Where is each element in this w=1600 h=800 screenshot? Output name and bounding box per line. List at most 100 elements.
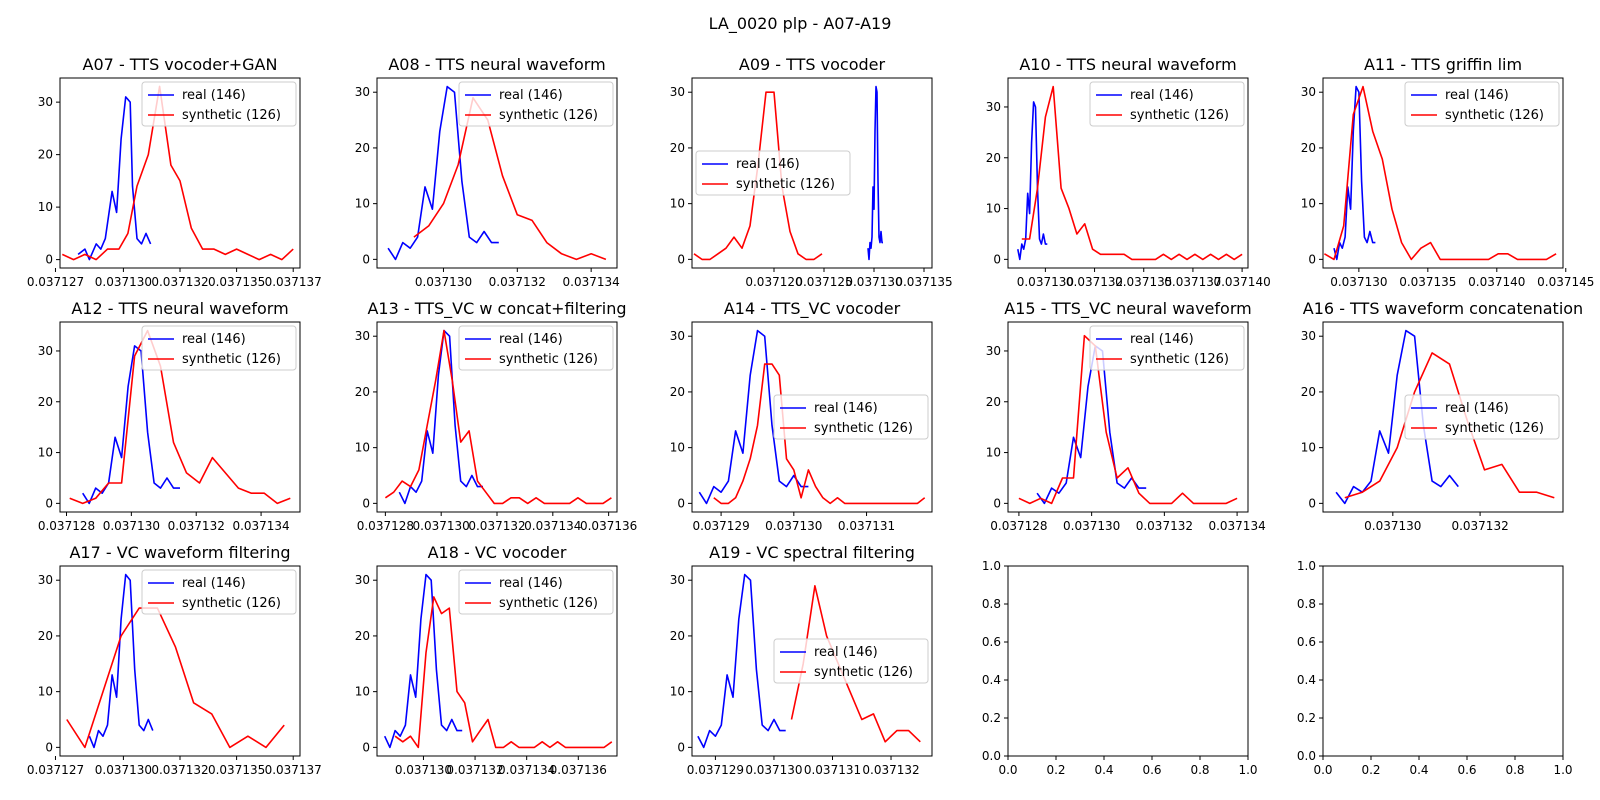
y-tick-label: 0.0 xyxy=(1297,749,1316,763)
y-tick-label: 20 xyxy=(355,385,370,399)
y-tick-label: 0.8 xyxy=(982,597,1001,611)
y-tick-label: 20 xyxy=(355,141,370,155)
x-tick-label: 0.037134 xyxy=(1208,519,1265,533)
y-tick-label: 0.2 xyxy=(982,711,1001,725)
series-line-real xyxy=(698,329,809,505)
x-tick-label: 0.037130 xyxy=(765,519,822,533)
axes-frame xyxy=(1007,77,1249,269)
subplot-12: A18 - VC vocoder 0.0371300.0371320.037134… xyxy=(355,543,618,777)
y-tick-label: 0 xyxy=(362,252,370,266)
x-tick-label: 0.037130 xyxy=(1017,275,1074,289)
legend-label: synthetic (126) xyxy=(1445,421,1544,436)
plot-area xyxy=(61,85,294,261)
legend-label: real (146) xyxy=(499,332,563,347)
legend-label: real (146) xyxy=(814,401,878,416)
legend-label: real (146) xyxy=(1130,88,1194,103)
x-tick-label: 0.0 xyxy=(1313,763,1332,777)
x-tick-label: 0.037128 xyxy=(38,519,95,533)
legend-label: real (146) xyxy=(736,157,800,172)
y-tick-label: 0.4 xyxy=(1297,673,1316,687)
legend-box xyxy=(1089,325,1245,371)
legend: real (146) synthetic (126) xyxy=(141,81,297,127)
legend-box xyxy=(458,81,614,127)
x-tick-label: 0.037128 xyxy=(990,519,1047,533)
legend-label: real (146) xyxy=(499,576,563,591)
x-tick-label: 0.037137 xyxy=(1164,275,1221,289)
y-tick-label: 0.0 xyxy=(982,749,1001,763)
x-tick-label: 0.037130 xyxy=(95,763,152,777)
series-line-real xyxy=(697,573,786,749)
legend: real (146) synthetic (126) xyxy=(458,81,614,127)
series-line-synthetic xyxy=(790,584,921,743)
y-tick-label: 20 xyxy=(986,395,1001,409)
y-tick-label: 0 xyxy=(362,740,370,754)
plot-area xyxy=(387,85,607,261)
x-tick-label: 0.2 xyxy=(1361,763,1380,777)
x-tick-label: 0.037135 xyxy=(208,763,265,777)
legend-label: synthetic (126) xyxy=(499,108,598,123)
legend-label: synthetic (126) xyxy=(736,177,835,192)
series-line-synthetic xyxy=(1021,85,1243,261)
y-tick-label: 0 xyxy=(45,496,53,510)
y-tick-label: 0.8 xyxy=(1297,597,1316,611)
x-tick-label: 0.037134 xyxy=(498,763,555,777)
subplot-6: A12 - TTS neural waveform 0.037128 0.03713… xyxy=(38,299,301,533)
x-tick-label: 0.037132 xyxy=(1066,275,1123,289)
subplot-title: A19 - VC spectral filtering xyxy=(709,543,915,562)
legend-label: real (146) xyxy=(814,645,878,660)
series-line-synthetic xyxy=(384,329,612,505)
legend: real (146) synthetic (126) xyxy=(458,569,614,615)
plot-area xyxy=(384,329,612,505)
x-tick-label: 0.037132 xyxy=(1136,519,1193,533)
x-tick-label: 0.0 xyxy=(998,763,1017,777)
legend-label: real (146) xyxy=(1445,401,1509,416)
y-tick-label: 10 xyxy=(670,441,685,455)
x-tick-label: 0.6 xyxy=(1457,763,1476,777)
legend: real (146) synthetic (126) xyxy=(141,569,297,615)
x-tick-label: 0.037136 xyxy=(550,763,607,777)
subplot-title: A17 - VC waveform filtering xyxy=(69,543,290,562)
legend-box xyxy=(773,394,929,440)
legend-box xyxy=(458,325,614,371)
series-line-synthetic xyxy=(713,363,926,505)
axes-frame xyxy=(59,321,301,513)
y-tick-label: 0.6 xyxy=(1297,635,1316,649)
y-tick-label: 20 xyxy=(355,629,370,643)
legend-label: real (146) xyxy=(182,332,246,347)
legend-label: synthetic (126) xyxy=(814,665,913,680)
series-line-synthetic xyxy=(66,607,285,749)
x-tick-label: 0.037132 xyxy=(1451,519,1508,533)
x-tick-label: 0.037137 xyxy=(265,763,322,777)
y-tick-label: 0 xyxy=(677,252,685,266)
y-tick-label: 20 xyxy=(670,141,685,155)
legend: real (146) synthetic (126) xyxy=(695,150,851,196)
x-tick-label: 0.037135 xyxy=(895,275,952,289)
legend-label: synthetic (126) xyxy=(499,352,598,367)
axes-frame xyxy=(376,565,618,757)
axes-frame xyxy=(1322,321,1564,513)
axes-frame xyxy=(1007,565,1249,757)
x-tick-label: 0.037134 xyxy=(563,275,620,289)
y-tick-label: 0 xyxy=(45,740,53,754)
y-tick-label: 0.6 xyxy=(982,635,1001,649)
plot-area xyxy=(698,329,926,505)
y-tick-label: 30 xyxy=(38,344,53,358)
plot-area xyxy=(69,329,291,505)
plot-area xyxy=(1323,85,1557,261)
x-tick-label: 0.037145 xyxy=(1537,275,1594,289)
x-tick-label: 0.037130 xyxy=(845,275,902,289)
subplot-title: A14 - TTS_VC vocoder xyxy=(724,299,901,319)
series-line-synthetic xyxy=(1323,85,1557,261)
x-tick-label: 0.037130 xyxy=(1364,519,1421,533)
plot-area xyxy=(697,573,921,749)
y-tick-label: 20 xyxy=(670,385,685,399)
y-tick-label: 0 xyxy=(677,496,685,510)
y-tick-label: 30 xyxy=(38,573,53,587)
x-tick-label: 0.037129 xyxy=(692,519,749,533)
x-tick-label: 0.037137 xyxy=(265,275,322,289)
y-tick-label: 10 xyxy=(38,685,53,699)
y-tick-label: 10 xyxy=(670,197,685,211)
x-tick-label: 0.037132 xyxy=(151,763,208,777)
